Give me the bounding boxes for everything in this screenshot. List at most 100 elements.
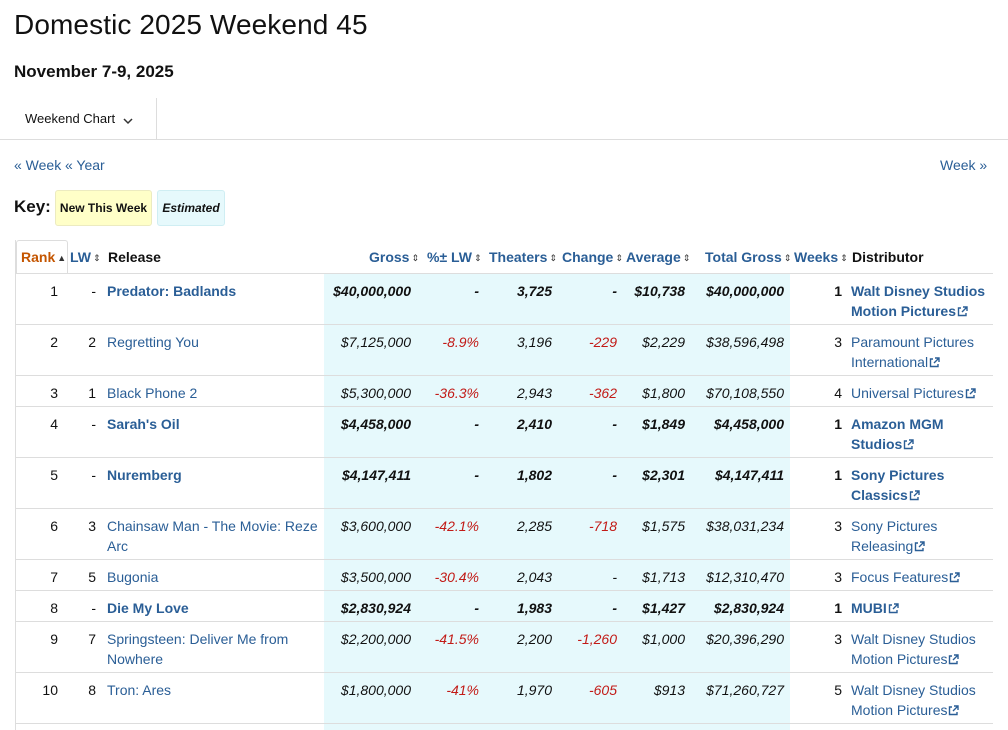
external-link-icon xyxy=(909,486,920,501)
chevron-down-icon xyxy=(123,114,133,124)
external-link-icon xyxy=(903,435,915,450)
cell-average: $1,800 xyxy=(642,385,685,401)
cell-change: -718 xyxy=(588,518,617,534)
cell-pct-lw: - xyxy=(474,600,479,616)
table-row: 3 1 Black Phone 2 $5,300,000 -36.3% 2,943 -362… xyxy=(16,375,993,407)
cell-total-gross: $38,596,498 xyxy=(706,334,784,350)
cell-lw: 5 xyxy=(88,569,96,585)
cell-total-gross: $71,260,727 xyxy=(706,682,784,698)
cell-release[interactable]: Regretting You xyxy=(107,334,199,350)
cell-theaters: 2,943 xyxy=(516,385,552,401)
cell-release[interactable]: Sarah's Oil xyxy=(107,416,180,432)
sort-lw-header[interactable]: LW ⇕ xyxy=(70,249,101,265)
table-header: Rank ▲ LW ⇕ Release Gross ⇕ %± LW ⇕ Theaters… xyxy=(16,240,993,274)
prev-year-link[interactable]: « Year xyxy=(65,157,105,173)
cell-weeks: 1 xyxy=(834,600,842,616)
cell-release[interactable]: Predator: Badlands xyxy=(107,283,237,299)
sort-total-gross-header[interactable]: Total Gross ⇕ xyxy=(705,249,792,265)
cell-distributor[interactable]: Sony Pictures Releasing xyxy=(851,518,938,554)
cell-weeks: 3 xyxy=(834,518,842,534)
cell-release[interactable]: Black Phone 2 xyxy=(107,385,198,401)
cell-theaters: 2,200 xyxy=(516,631,552,647)
table-row: 1- Predator: Badlands $40,000,000-3,725- $1… xyxy=(16,273,993,325)
external-link-icon xyxy=(914,537,925,552)
cell-lw: 3 xyxy=(88,518,96,534)
cell-release[interactable]: Tron: Ares xyxy=(107,682,172,698)
sort-distributor-header[interactable]: Distributor xyxy=(852,249,924,265)
sort-theaters-header[interactable]: Theaters ⇕ xyxy=(489,249,557,265)
cell-distributor[interactable]: Walt Disney Studios Motion Pictures xyxy=(851,283,986,319)
cell-release[interactable]: Nuremberg xyxy=(107,467,182,483)
sort-release-header[interactable]: Release xyxy=(108,249,161,265)
cell-distributor[interactable]: Focus Features xyxy=(851,567,991,587)
cell-distributor[interactable]: Universal Pictures xyxy=(851,383,991,403)
external-link-icon xyxy=(957,302,968,317)
cell-distributor[interactable]: Sony Pictures Classics xyxy=(851,467,945,503)
cell-gross: $2,830,924 xyxy=(340,600,411,616)
cell-total-gross: $4,458,000 xyxy=(713,416,784,432)
sort-change-header[interactable]: Change ⇕ xyxy=(562,249,623,265)
cell-theaters: 2,285 xyxy=(516,518,552,534)
cell-rank: 1 xyxy=(50,283,58,299)
cell-change: -1,260 xyxy=(577,631,617,647)
cell-gross: $1,800,000 xyxy=(340,682,411,698)
sort-icon: ⇕ xyxy=(93,253,101,263)
key-label: Key: xyxy=(14,197,51,216)
cell-lw: 7 xyxy=(88,631,96,647)
cell-distributor[interactable]: MUBI xyxy=(851,598,991,618)
cell-weeks: 3 xyxy=(834,334,842,350)
dropdown-label: Weekend Chart xyxy=(25,111,116,126)
next-week-link[interactable]: Week » xyxy=(940,157,988,173)
cell-distributor[interactable]: Walt Disney Studios Motion Pictures xyxy=(851,631,976,667)
cell-total-gross: $12,310,470 xyxy=(706,569,784,585)
cell-rank: 4 xyxy=(50,416,58,432)
cell-gross: $40,000,000 xyxy=(333,283,411,299)
sort-asc-icon: ▲ xyxy=(57,253,67,263)
prev-week-link[interactable]: « Week xyxy=(14,157,62,173)
sort-gross-header[interactable]: Gross ⇕ xyxy=(369,249,420,265)
cell-distributor[interactable]: Paramount Pictures International xyxy=(851,334,974,370)
table-row: 7 5 Bugonia $3,500,000 -30.4% 2,043 - $1,713 $12… xyxy=(16,559,993,591)
cell-theaters: 2,043 xyxy=(516,569,552,585)
page-title: Domestic 2025 Weekend 45 xyxy=(14,9,368,40)
cell-average: $1,713 xyxy=(642,569,685,585)
cell-release[interactable]: Bugonia xyxy=(107,569,159,585)
cell-gross: $4,147,411 xyxy=(341,467,411,483)
cell-rank: 5 xyxy=(50,467,58,483)
cell-weeks: 1 xyxy=(834,416,842,432)
sort-pct-lw-header[interactable]: %± LW ⇕ xyxy=(427,249,482,265)
cell-total-gross: $38,031,234 xyxy=(706,518,784,534)
cell-total-gross: $4,147,411 xyxy=(714,467,784,483)
cell-weeks: 4 xyxy=(834,385,842,401)
cell-rank: 2 xyxy=(50,334,58,350)
sort-icon: ⇕ xyxy=(411,253,420,263)
table-row: 5- Nuremberg $4,147,411-1,802- $2,301 $4,147… xyxy=(16,457,993,509)
cell-pct-lw: -41% xyxy=(446,682,479,698)
cell-change: - xyxy=(612,600,617,616)
cell-average: $1,000 xyxy=(642,631,685,647)
cell-gross: $3,500,000 xyxy=(340,569,411,585)
cell-distributor[interactable]: Walt Disney Studios Motion Pictures xyxy=(851,682,976,718)
date-range: November 7-9, 2025 xyxy=(14,62,174,81)
sort-rank-header[interactable]: Rank ▲ xyxy=(21,249,67,265)
cell-lw: 2 xyxy=(88,334,96,350)
cell-average: $2,229 xyxy=(642,334,685,350)
sort-icon: ⇕ xyxy=(682,253,691,263)
cell-release[interactable]: Chainsaw Man - The Movie: Reze Arc xyxy=(107,518,318,554)
weekend-chart-dropdown[interactable]: Weekend Chart xyxy=(0,98,157,139)
cell-weeks: 3 xyxy=(834,631,842,647)
cell-release[interactable]: Die My Love xyxy=(107,600,189,616)
sort-average-header[interactable]: Average ⇕ xyxy=(626,249,691,265)
sort-weeks-header[interactable]: Weeks ⇕ xyxy=(794,249,848,265)
cell-distributor[interactable]: Amazon MGM Studios xyxy=(851,416,944,452)
tab-bar: Weekend Chart xyxy=(0,98,1008,140)
sort-icon: ⇕ xyxy=(615,253,623,263)
cell-lw: 1 xyxy=(88,385,96,401)
cell-weeks: 3 xyxy=(834,569,842,585)
cell-release[interactable]: Springsteen: Deliver Me from Nowhere xyxy=(107,631,289,667)
cell-pct-lw: -41.5% xyxy=(434,631,479,647)
cell-theaters: 1,802 xyxy=(516,467,552,483)
cell-total-gross: $70,108,550 xyxy=(706,385,784,401)
cell-change: -362 xyxy=(588,385,617,401)
cell-pct-lw: - xyxy=(474,467,479,483)
